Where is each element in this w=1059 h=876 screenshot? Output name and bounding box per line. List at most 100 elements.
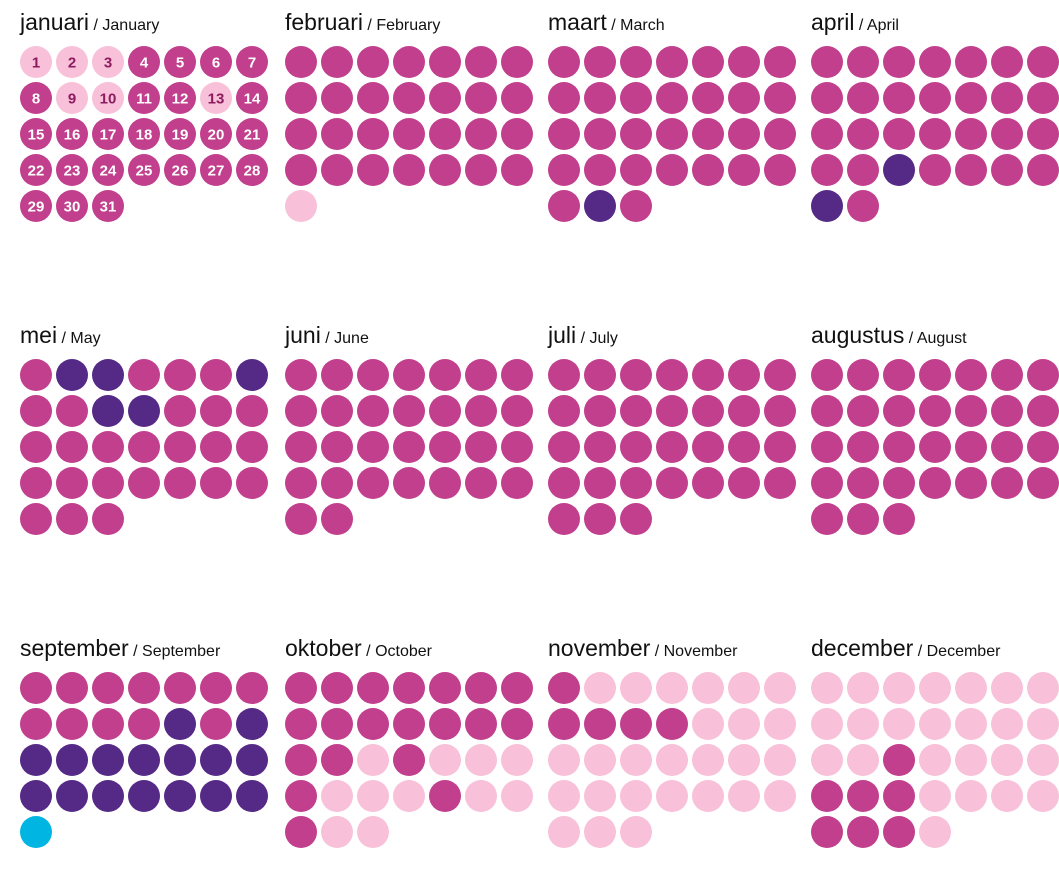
day-dot	[285, 395, 317, 427]
day-dot	[955, 431, 987, 463]
day-number: 16	[64, 127, 81, 144]
day-dot	[393, 708, 425, 740]
day-number: 14	[244, 91, 261, 108]
day-dot	[728, 154, 760, 186]
day-dot	[357, 816, 389, 848]
day-dot	[728, 118, 760, 150]
day-dot	[200, 431, 232, 463]
day-dot	[847, 154, 879, 186]
day-number: 7	[248, 55, 256, 72]
day-dot	[429, 708, 461, 740]
day-dot	[620, 82, 652, 114]
day-dot	[1027, 744, 1059, 776]
day-dot	[92, 154, 124, 186]
day-dot	[811, 46, 843, 78]
separator: /	[854, 17, 866, 34]
day-dot	[548, 82, 580, 114]
day-dot	[285, 46, 317, 78]
day-dot	[236, 359, 268, 391]
day-dot	[357, 82, 389, 114]
day-dot	[847, 816, 879, 848]
day-dot	[656, 46, 688, 78]
day-dot	[620, 154, 652, 186]
day-dot	[20, 395, 52, 427]
day-dot	[128, 672, 160, 704]
day-number: 22	[28, 163, 45, 180]
day-dot	[991, 395, 1023, 427]
day-dot	[811, 190, 843, 222]
day-dot	[465, 154, 497, 186]
day-dot	[620, 672, 652, 704]
day-dot	[584, 816, 616, 848]
day-dot	[548, 744, 580, 776]
day-dot	[56, 503, 88, 535]
month-title: oktober / October	[285, 635, 433, 661]
day-dot	[548, 154, 580, 186]
day-dot	[20, 190, 52, 222]
day-dot	[128, 467, 160, 499]
month-title: februari / February	[285, 9, 440, 35]
separator: /	[129, 643, 142, 660]
day-dot	[919, 816, 951, 848]
day-dot	[955, 82, 987, 114]
day-dot	[429, 467, 461, 499]
day-dot	[847, 395, 879, 427]
day-number: 4	[140, 55, 149, 72]
day-dot	[393, 467, 425, 499]
day-dot	[357, 431, 389, 463]
day-dot	[955, 744, 987, 776]
day-dot	[20, 118, 52, 150]
day-dot	[991, 708, 1023, 740]
day-dot	[465, 780, 497, 812]
month-title: maart / March	[548, 9, 665, 35]
day-dot	[501, 359, 533, 391]
day-dot	[847, 359, 879, 391]
day-dot	[501, 82, 533, 114]
month-name-nl: november	[548, 635, 651, 661]
month-name-en: March	[620, 17, 664, 34]
day-dot	[393, 672, 425, 704]
day-dot	[164, 118, 196, 150]
day-dot	[429, 780, 461, 812]
day-dot	[1027, 395, 1059, 427]
day-dot	[357, 154, 389, 186]
day-dot	[811, 816, 843, 848]
day-dot	[501, 744, 533, 776]
day-dot	[728, 744, 760, 776]
day-dot	[847, 780, 879, 812]
day-dot	[393, 359, 425, 391]
day-dot	[883, 118, 915, 150]
day-dot	[200, 82, 232, 114]
day-dot	[285, 816, 317, 848]
day-dot	[429, 359, 461, 391]
month-name-en: November	[664, 643, 738, 660]
day-dot	[584, 118, 616, 150]
day-number: 30	[64, 199, 81, 216]
day-dot	[764, 708, 796, 740]
day-dot	[393, 154, 425, 186]
day-dot	[764, 395, 796, 427]
day-dot	[991, 744, 1023, 776]
day-dot	[584, 190, 616, 222]
day-dot	[285, 359, 317, 391]
day-dot	[128, 118, 160, 150]
day-dot	[164, 744, 196, 776]
day-dot	[164, 395, 196, 427]
day-dot	[56, 780, 88, 812]
day-dot	[883, 46, 915, 78]
day-dot	[656, 744, 688, 776]
day-number: 12	[172, 91, 189, 108]
day-dot	[164, 467, 196, 499]
day-dot	[92, 395, 124, 427]
day-dot	[764, 118, 796, 150]
day-dot	[656, 154, 688, 186]
day-number: 8	[32, 91, 40, 108]
day-dot	[811, 708, 843, 740]
day-dot	[728, 708, 760, 740]
day-dot	[200, 744, 232, 776]
day-dot	[847, 503, 879, 535]
day-dot	[321, 154, 353, 186]
day-dot	[321, 780, 353, 812]
separator: /	[650, 643, 663, 660]
month-title: december / December	[811, 635, 1001, 661]
